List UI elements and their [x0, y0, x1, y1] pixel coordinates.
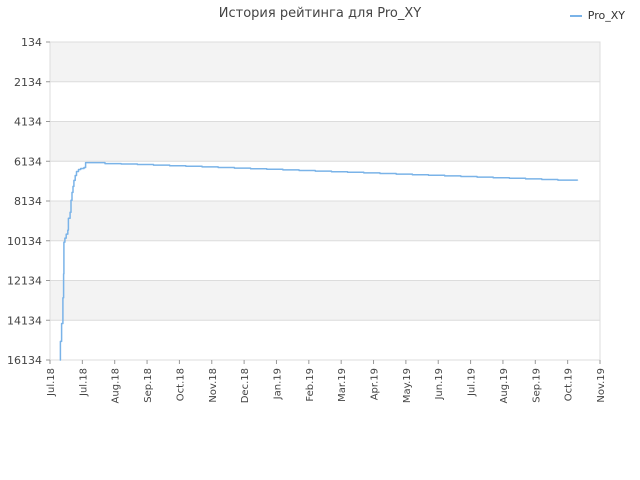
legend-swatch [569, 14, 582, 17]
legend: Pro_XY [569, 9, 625, 22]
x-tick-label: Nov.19 [596, 368, 607, 403]
x-tick-label: Jul.19 [467, 368, 478, 397]
x-tick-label: Aug.19 [499, 368, 510, 403]
x-tick-label: Jan.19 [272, 368, 283, 400]
plot-band [50, 161, 600, 201]
plot-band [50, 201, 600, 241]
x-tick-label: Apr.19 [370, 368, 381, 400]
y-tick-label: 8134 [14, 195, 42, 208]
series-layer [59, 161, 579, 361]
grid-lines [50, 41, 600, 361]
y-tick-label: 4134 [14, 116, 42, 129]
plot-band [50, 81, 600, 122]
x-tick-label: Jul.18 [46, 368, 57, 397]
y-tick-label: 6134 [14, 155, 42, 168]
x-tick-label: Nov.18 [208, 368, 219, 403]
plot-band [50, 42, 600, 82]
y-tick-label: 134 [21, 36, 42, 49]
y-tick-label: 14134 [7, 314, 42, 327]
plot-band [50, 320, 600, 360]
plot-bands [49, 41, 601, 361]
plot-band [50, 280, 600, 321]
x-tick-label: Dec.18 [240, 368, 251, 403]
series-line-pro_xy [59, 161, 579, 361]
x-tick-label: May.19 [402, 368, 413, 403]
plot-band [50, 121, 600, 162]
x-tick-label: Aug.18 [111, 368, 122, 403]
plot-band [50, 240, 600, 281]
x-tick-label: Oct.19 [564, 368, 575, 401]
y-axis-ticks: 134 2134 4134 6134 8134 10134 12134 14134 16134 [7, 36, 50, 367]
x-tick-label: Sep.18 [143, 368, 154, 403]
y-tick-label: 12134 [7, 275, 42, 288]
x-axis-ticks: Jul.18 Jul.18 Aug.18 Sep.18 Oct.18 Nov.18 Dec.… [46, 360, 607, 403]
x-tick-label: Jul.18 [78, 368, 89, 397]
y-tick-label: 16134 [7, 354, 42, 367]
legend-label: Pro_XY [587, 9, 625, 22]
y-tick-label: 10134 [7, 235, 42, 248]
chart-title: История рейтинга для Pro_XY [218, 6, 422, 21]
x-tick-label: Feb.19 [305, 368, 316, 402]
y-tick-label: 2134 [14, 76, 42, 89]
x-tick-label: Sep.19 [531, 368, 542, 403]
x-tick-label: Jun.19 [434, 368, 445, 401]
x-tick-label: Oct.18 [175, 368, 186, 401]
x-tick-label: Mar.19 [337, 368, 348, 402]
